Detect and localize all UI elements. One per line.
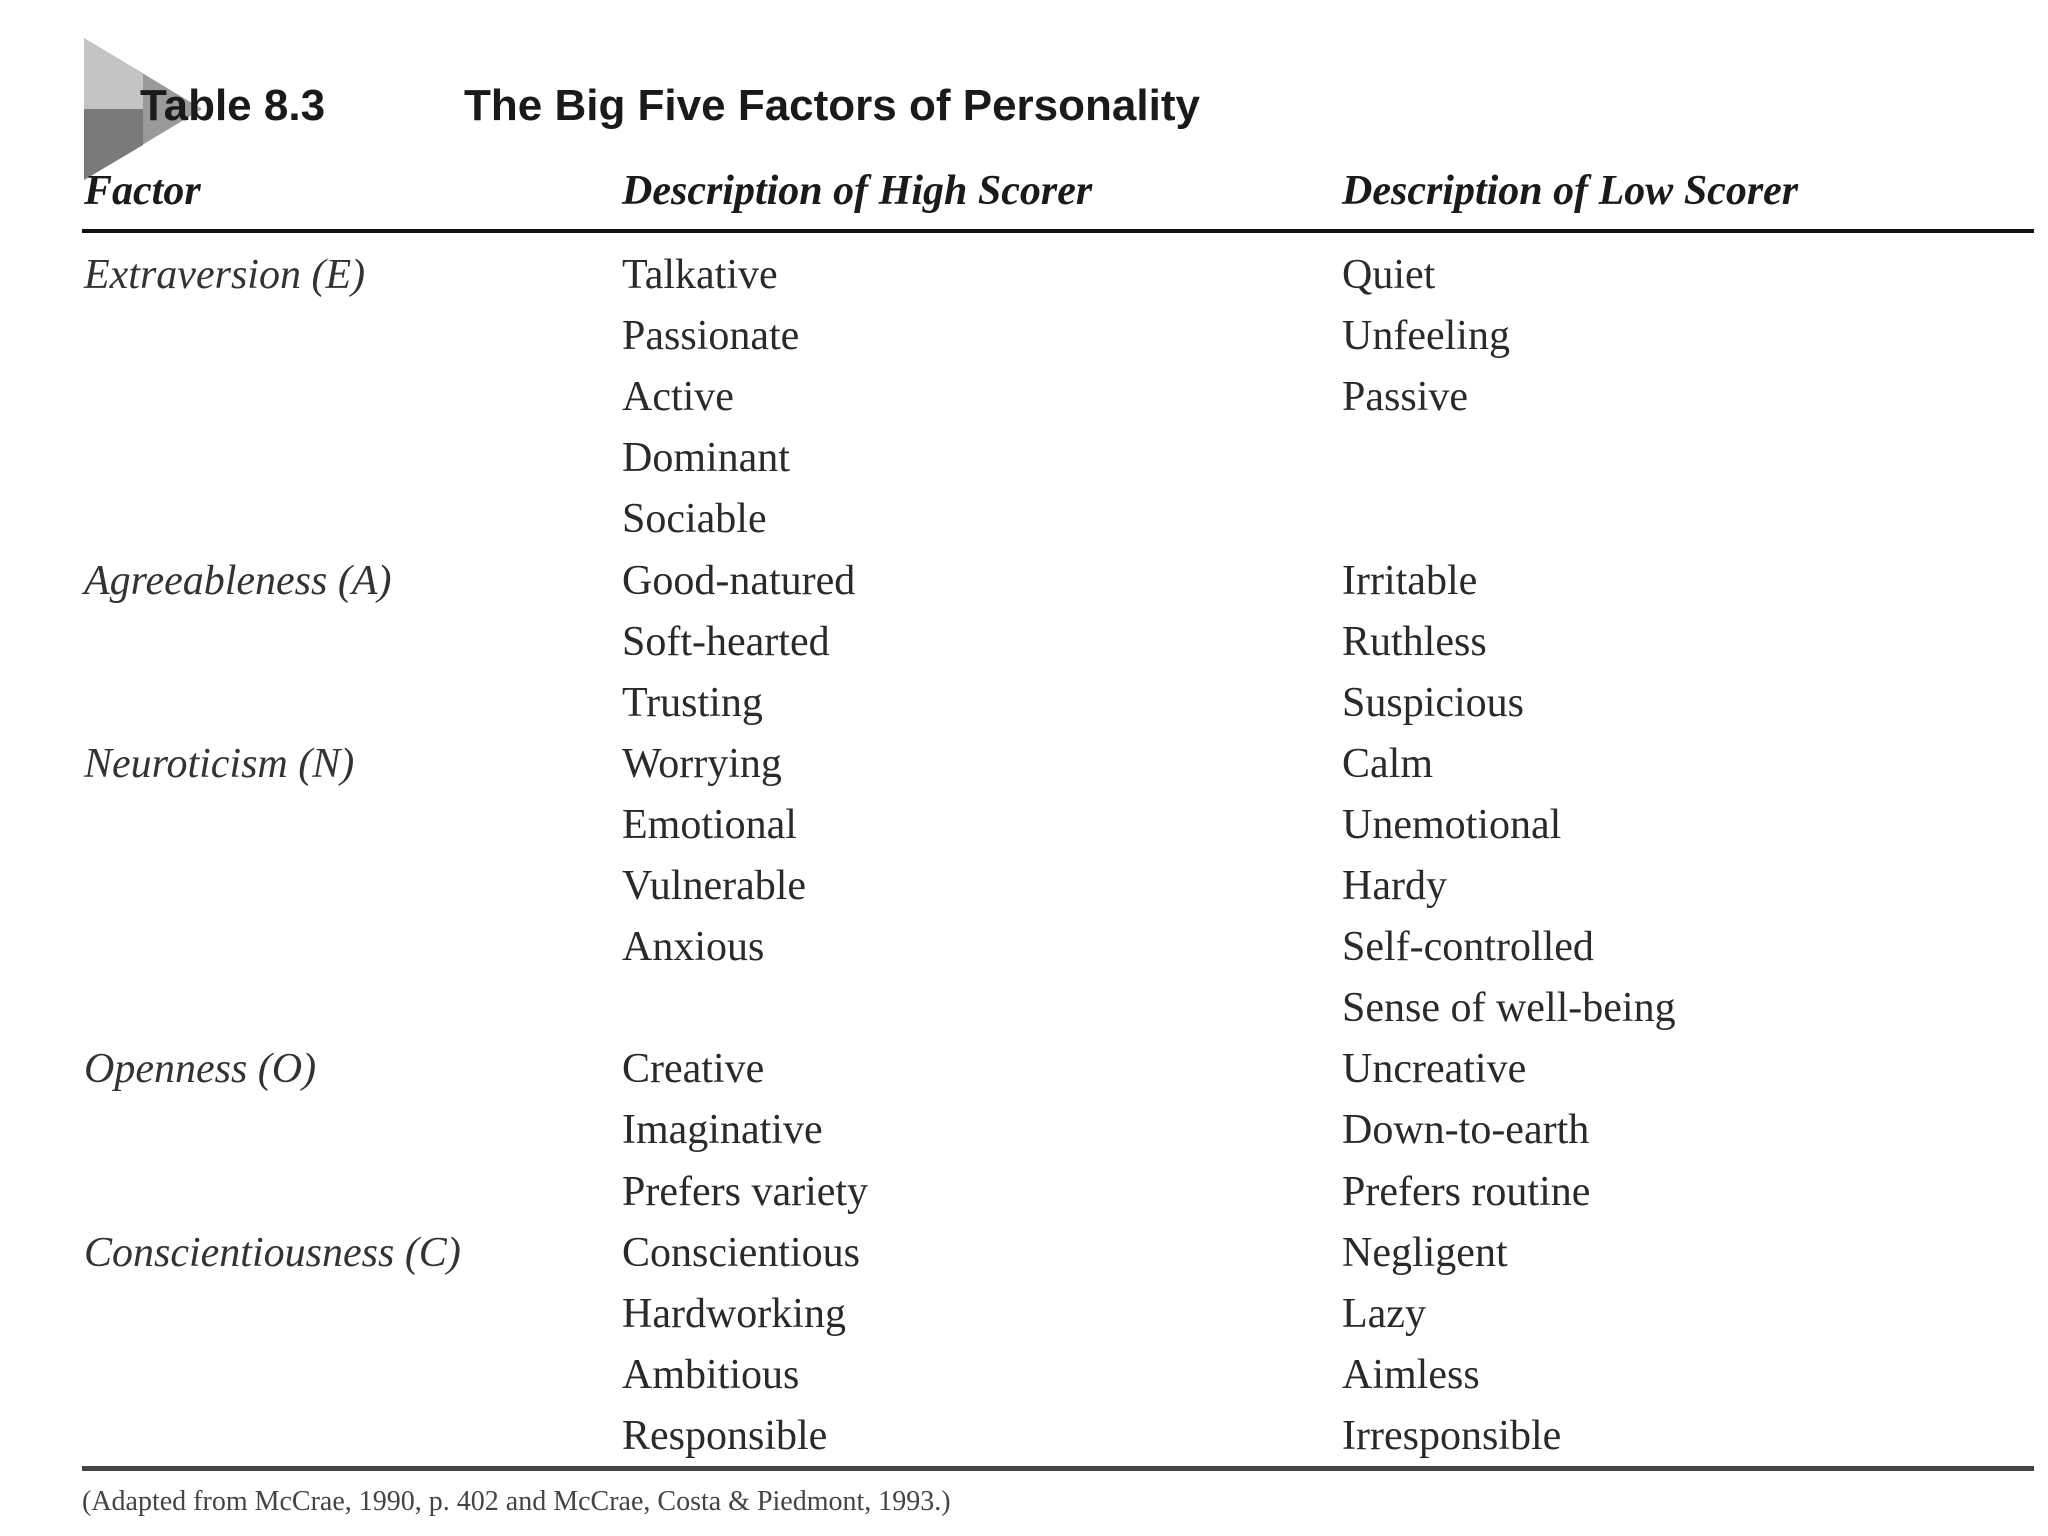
low-scorer-cell: Ruthless: [1342, 619, 1487, 665]
high-scorer-cell: Imaginative: [622, 1107, 823, 1153]
source-footnote: (Adapted from McCrae, 1990, p. 402 and M…: [82, 1486, 951, 1517]
high-scorer-cell: Responsible: [622, 1413, 828, 1459]
header-low-scorer: Description of Low Scorer: [1342, 168, 1799, 214]
low-scorer-cell: Suspicious: [1342, 680, 1525, 726]
low-scorer-cell: Aimless: [1342, 1352, 1480, 1398]
high-scorer-cell: Hardworking: [622, 1291, 846, 1337]
low-scorer-cell: Unemotional: [1342, 802, 1562, 848]
low-scorer-cell: Irritable: [1342, 558, 1478, 604]
header-high-scorer: Description of High Scorer: [622, 168, 1093, 214]
header-factor: Factor: [84, 168, 201, 214]
high-scorer-cell: Vulnerable: [622, 863, 807, 909]
low-scorer-cell: Passive: [1342, 374, 1468, 420]
low-scorer-cell: Unfeeling: [1342, 313, 1510, 359]
low-scorer-cell: Hardy: [1342, 863, 1447, 909]
high-scorer-cell: Emotional: [622, 802, 797, 848]
low-scorer-cell: Prefers routine: [1342, 1169, 1591, 1215]
table-number: Table 8.3: [140, 81, 326, 130]
low-scorer-cell: Negligent: [1342, 1230, 1508, 1276]
factor-cell: Agreeableness (A): [84, 558, 392, 604]
high-scorer-cell: Good-natured: [622, 558, 856, 604]
low-scorer-cell: Quiet: [1342, 252, 1436, 298]
factor-cell: Conscientiousness (C): [84, 1230, 461, 1276]
high-scorer-cell: Talkative: [622, 252, 778, 298]
header-rule: [82, 229, 2034, 233]
low-scorer-cell: Sense of well-being: [1342, 985, 1676, 1031]
low-scorer-cell: Calm: [1342, 741, 1433, 787]
high-scorer-cell: Dominant: [622, 435, 790, 481]
low-scorer-cell: Down-to-earth: [1342, 1107, 1590, 1153]
high-scorer-cell: Creative: [622, 1046, 765, 1092]
factor-cell: Neuroticism (N): [84, 741, 355, 787]
low-scorer-cell: Irresponsible: [1342, 1413, 1562, 1459]
high-scorer-cell: Ambitious: [622, 1352, 800, 1398]
table-title: The Big Five Factors of Personality: [464, 81, 1200, 130]
high-scorer-cell: Conscientious: [622, 1230, 860, 1276]
high-scorer-cell: Prefers variety: [622, 1169, 869, 1215]
high-scorer-cell: Worrying: [622, 741, 782, 787]
low-scorer-cell: Uncreative: [1342, 1046, 1527, 1092]
low-scorer-cell: Self-controlled: [1342, 924, 1594, 970]
high-scorer-cell: Soft-hearted: [622, 619, 830, 665]
high-scorer-cell: Active: [622, 374, 734, 420]
triangle-marker-icon: [84, 38, 202, 180]
high-scorer-cell: Anxious: [622, 924, 765, 970]
factor-cell: Extraversion (E): [84, 252, 366, 298]
high-scorer-cell: Trusting: [622, 680, 763, 726]
footer-rule: [82, 1466, 2034, 1471]
factor-cell: Openness (O): [84, 1046, 317, 1092]
low-scorer-cell: Lazy: [1342, 1291, 1426, 1337]
high-scorer-cell: Passionate: [622, 313, 800, 359]
high-scorer-cell: Sociable: [622, 496, 767, 542]
